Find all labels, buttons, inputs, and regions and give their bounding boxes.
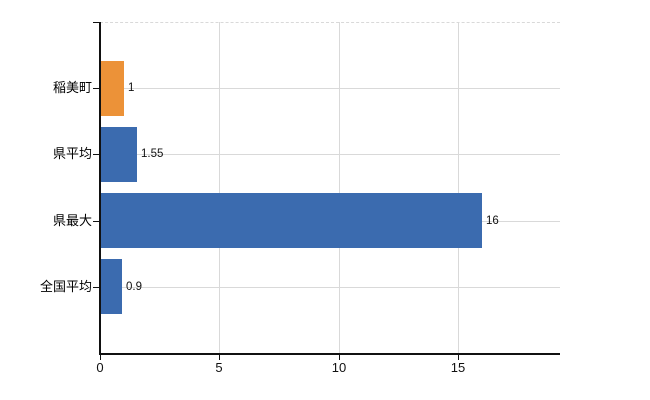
x-tick-label-3: 15 [450,360,466,375]
vertical-gridline [219,22,221,353]
x-tick-label-0: 0 [96,360,104,375]
plot-top-border [100,22,560,23]
x-tick-label-1: 5 [215,360,223,375]
category-label-2: 県最大 [52,213,92,228]
x-axis-tick [339,355,340,360]
y-axis-tick [93,88,99,89]
bar-3 [100,259,122,314]
value-label-2: 16 [486,215,499,227]
y-axis-tick [93,221,99,222]
value-label-3: 0.9 [126,281,142,293]
horizontal-gridline [100,154,560,155]
vertical-gridline [338,22,340,353]
y-axis-tick [93,287,99,288]
x-axis-tick [100,355,101,360]
horizontal-gridline [100,287,560,288]
horizontal-gridline [100,88,560,89]
y-axis-top-tick [93,22,99,23]
bar-2 [100,193,482,248]
value-label-1: 1.55 [141,148,164,160]
bar-0 [100,61,124,116]
value-label-0: 1 [128,82,135,94]
x-axis-tick [219,355,220,360]
bar-1 [100,127,137,182]
y-axis-line [99,22,101,353]
category-label-1: 県平均 [52,146,92,161]
x-axis-tick [458,355,459,360]
x-tick-label-2: 10 [331,360,347,375]
x-axis-line [99,353,560,355]
category-label-3: 全国平均 [39,279,92,294]
vertical-gridline [458,22,460,353]
y-axis-tick [93,154,99,155]
category-label-0: 稲美町 [52,80,92,95]
